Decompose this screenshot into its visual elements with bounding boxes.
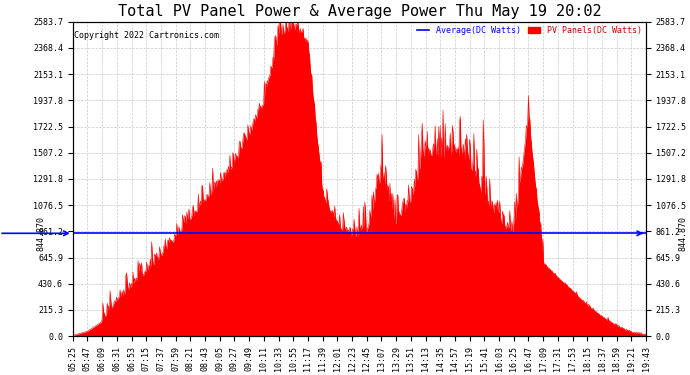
Title: Total PV Panel Power & Average Power Thu May 19 20:02: Total PV Panel Power & Average Power Thu… — [117, 4, 601, 19]
Text: Copyright 2022 Cartronics.com: Copyright 2022 Cartronics.com — [74, 31, 219, 40]
Text: 844.870: 844.870 — [679, 216, 688, 251]
Legend: Average(DC Watts), PV Panels(DC Watts): Average(DC Watts), PV Panels(DC Watts) — [417, 26, 642, 35]
Text: 844.870: 844.870 — [37, 216, 46, 251]
